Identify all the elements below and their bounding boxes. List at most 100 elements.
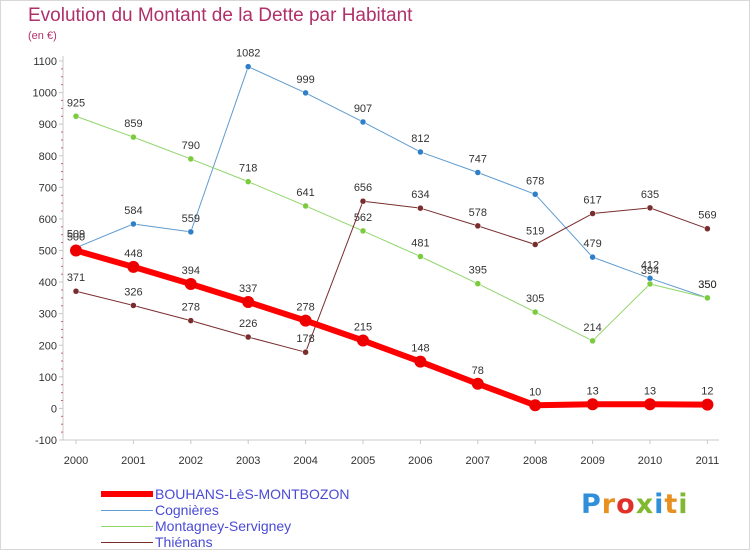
logo-letter: i xyxy=(678,489,689,520)
proxiti-logo: Proxiti xyxy=(581,489,689,520)
logo-letter: r xyxy=(601,489,617,520)
data-label: 448 xyxy=(124,248,142,260)
data-label: 584 xyxy=(124,205,142,217)
data-label: 148 xyxy=(411,343,429,355)
logo-letter: o xyxy=(616,489,636,520)
data-point xyxy=(130,302,137,309)
data-label: 859 xyxy=(124,118,142,130)
data-label: 678 xyxy=(526,175,544,187)
data-point xyxy=(474,169,482,176)
chart-title: Evolution du Montant de la Dette par Hab… xyxy=(28,5,413,26)
data-label: 350 xyxy=(698,279,716,291)
data-point xyxy=(70,244,82,257)
data-point xyxy=(359,118,367,126)
data-label: 519 xyxy=(526,225,544,237)
x-tick-label: 2007 xyxy=(466,455,490,467)
data-point xyxy=(130,220,137,228)
data-label: 350 xyxy=(698,279,716,291)
y-tick-label: 800 xyxy=(39,151,57,163)
y-tick-label: 900 xyxy=(39,119,57,131)
data-label: 337 xyxy=(239,283,257,295)
y-tick-label: 200 xyxy=(39,340,57,352)
x-tick-label: 2003 xyxy=(236,455,260,467)
data-label: 13 xyxy=(586,385,598,397)
data-label: 13 xyxy=(644,385,656,397)
data-point xyxy=(586,398,599,411)
data-point xyxy=(471,377,484,390)
data-label: 569 xyxy=(698,210,716,222)
data-label: 634 xyxy=(411,189,429,201)
series-line xyxy=(75,66,708,299)
data-label: 12 xyxy=(701,386,713,398)
unit-label: (en €) xyxy=(28,30,57,42)
x-tick-label: 2006 xyxy=(408,455,432,467)
data-label: 481 xyxy=(411,238,429,250)
data-point xyxy=(417,204,424,212)
data-point xyxy=(187,155,195,163)
data-label: 562 xyxy=(354,212,372,224)
data-label: 500 xyxy=(67,232,85,244)
y-tick-label: 1100 xyxy=(33,56,57,68)
data-label: 394 xyxy=(641,265,659,277)
data-point xyxy=(644,398,656,411)
data-point xyxy=(417,253,424,260)
data-point xyxy=(474,280,482,287)
data-point xyxy=(299,314,312,327)
data-point xyxy=(704,225,711,232)
logo-letter: t xyxy=(664,489,679,520)
data-label: 214 xyxy=(583,322,601,334)
data-label: 907 xyxy=(354,103,372,115)
data-point xyxy=(531,241,539,248)
data-point xyxy=(529,399,542,412)
data-label: 812 xyxy=(411,133,429,145)
data-label: 999 xyxy=(296,74,314,86)
data-point xyxy=(359,197,367,205)
data-label: 656 xyxy=(354,182,372,194)
data-point xyxy=(531,191,539,198)
series-line xyxy=(73,247,711,409)
legend-swatch xyxy=(101,491,153,497)
legend-label: BOUHANS-LèS-MONTBOZON xyxy=(155,486,350,502)
y-tick-label: 600 xyxy=(39,214,57,226)
data-label: 395 xyxy=(469,265,487,277)
logo-letter: i xyxy=(654,489,665,520)
y-tick-label: 700 xyxy=(39,182,57,194)
data-point xyxy=(187,317,195,324)
data-point xyxy=(302,202,309,210)
y-tick-label: 300 xyxy=(39,309,57,321)
data-label: 278 xyxy=(296,302,314,314)
series-line xyxy=(75,115,594,342)
data-label: 635 xyxy=(641,189,659,201)
data-point xyxy=(302,348,309,356)
data-label: 617 xyxy=(583,195,601,207)
data-point xyxy=(359,227,367,235)
data-label: 10 xyxy=(529,386,541,398)
data-point xyxy=(244,63,252,70)
x-tick-label: 2001 xyxy=(121,455,145,467)
data-label: 326 xyxy=(124,286,142,298)
y-tick-label: -100 xyxy=(35,435,57,447)
data-point xyxy=(72,287,80,295)
data-point xyxy=(244,178,252,185)
x-tick-label: 2011 xyxy=(696,455,720,467)
data-label: 215 xyxy=(354,322,372,334)
data-label: 278 xyxy=(182,302,200,314)
legend-label: Cognières xyxy=(155,502,219,518)
x-tick-label: 2005 xyxy=(351,455,375,467)
data-point xyxy=(589,337,596,345)
data-point xyxy=(474,222,482,230)
y-tick-label: 500 xyxy=(39,246,57,258)
data-point xyxy=(646,280,654,288)
y-tick-label: 1000 xyxy=(33,88,57,100)
data-label: 305 xyxy=(526,293,544,305)
data-point xyxy=(184,277,197,290)
data-point xyxy=(242,295,255,308)
data-label: 394 xyxy=(182,265,200,277)
data-point xyxy=(127,260,140,273)
x-tick-label: 2010 xyxy=(638,455,662,467)
x-tick-label: 2008 xyxy=(523,455,547,467)
data-label: 78 xyxy=(472,365,484,377)
data-label: 559 xyxy=(182,213,200,225)
